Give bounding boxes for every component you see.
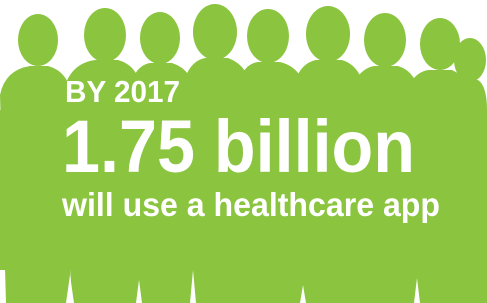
headline: 1.75 billion bbox=[62, 105, 415, 188]
year-line: BY 2017 bbox=[65, 74, 180, 109]
subline: will use a healthcare app bbox=[61, 186, 440, 223]
infographic: BY 2017 1.75 billion will use a healthca… bbox=[0, 0, 487, 303]
